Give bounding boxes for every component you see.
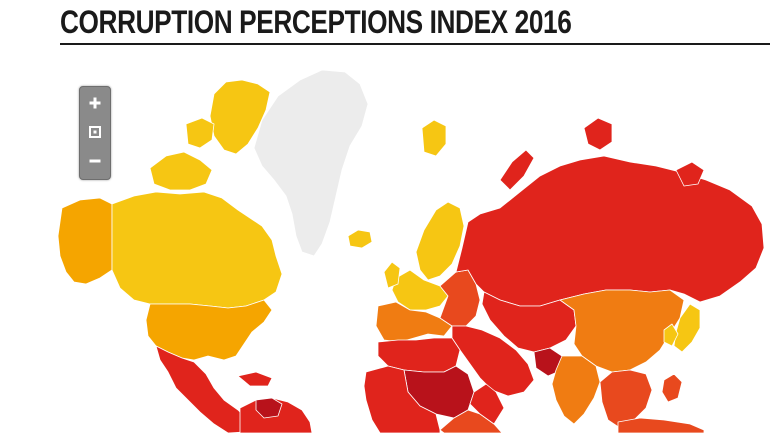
region-iceland[interactable] xyxy=(347,229,373,249)
region-china[interactable] xyxy=(559,289,685,373)
region-canada-arctic-2[interactable] xyxy=(149,151,213,191)
reset-view-icon xyxy=(89,126,101,138)
region-russia-arctic[interactable] xyxy=(583,117,613,151)
region-venezuela[interactable] xyxy=(255,397,283,419)
region-south-asia[interactable] xyxy=(551,355,601,425)
zoom-out-button[interactable] xyxy=(80,146,110,176)
region-mexico[interactable] xyxy=(155,345,249,433)
region-philippines[interactable] xyxy=(661,373,683,403)
region-canada-arctic[interactable] xyxy=(209,79,271,155)
region-korea[interactable] xyxy=(663,323,679,347)
region-central-asia[interactable] xyxy=(481,291,577,353)
region-canada[interactable] xyxy=(111,191,283,309)
region-uk[interactable] xyxy=(383,261,401,289)
title-divider xyxy=(60,43,770,45)
region-middle-east[interactable] xyxy=(451,325,535,397)
reset-view-button[interactable] xyxy=(80,117,110,147)
minus-icon xyxy=(89,159,101,163)
region-russia-east[interactable] xyxy=(675,161,705,187)
region-canada-arctic-3[interactable] xyxy=(185,117,215,149)
region-horn-of-africa[interactable] xyxy=(469,383,505,425)
region-caribbean[interactable] xyxy=(237,371,273,387)
region-indonesia[interactable] xyxy=(617,417,705,433)
region-western-europe[interactable] xyxy=(391,269,449,311)
region-scandinavia[interactable] xyxy=(415,201,465,281)
region-novaya-zemlya[interactable] xyxy=(499,149,535,191)
plus-icon xyxy=(89,97,101,109)
map-title: CORRUPTION PERCEPTIONS INDEX 2016 xyxy=(60,4,572,40)
region-alaska[interactable] xyxy=(57,197,113,285)
zoom-control xyxy=(79,86,111,180)
region-greenland[interactable] xyxy=(253,69,369,257)
region-east-africa[interactable] xyxy=(439,409,503,433)
zoom-in-button[interactable] xyxy=(80,88,110,118)
region-southern-europe[interactable] xyxy=(375,301,453,343)
region-svalbard[interactable] xyxy=(421,119,447,157)
region-southeast-asia[interactable] xyxy=(599,369,653,429)
world-map[interactable] xyxy=(0,46,770,433)
